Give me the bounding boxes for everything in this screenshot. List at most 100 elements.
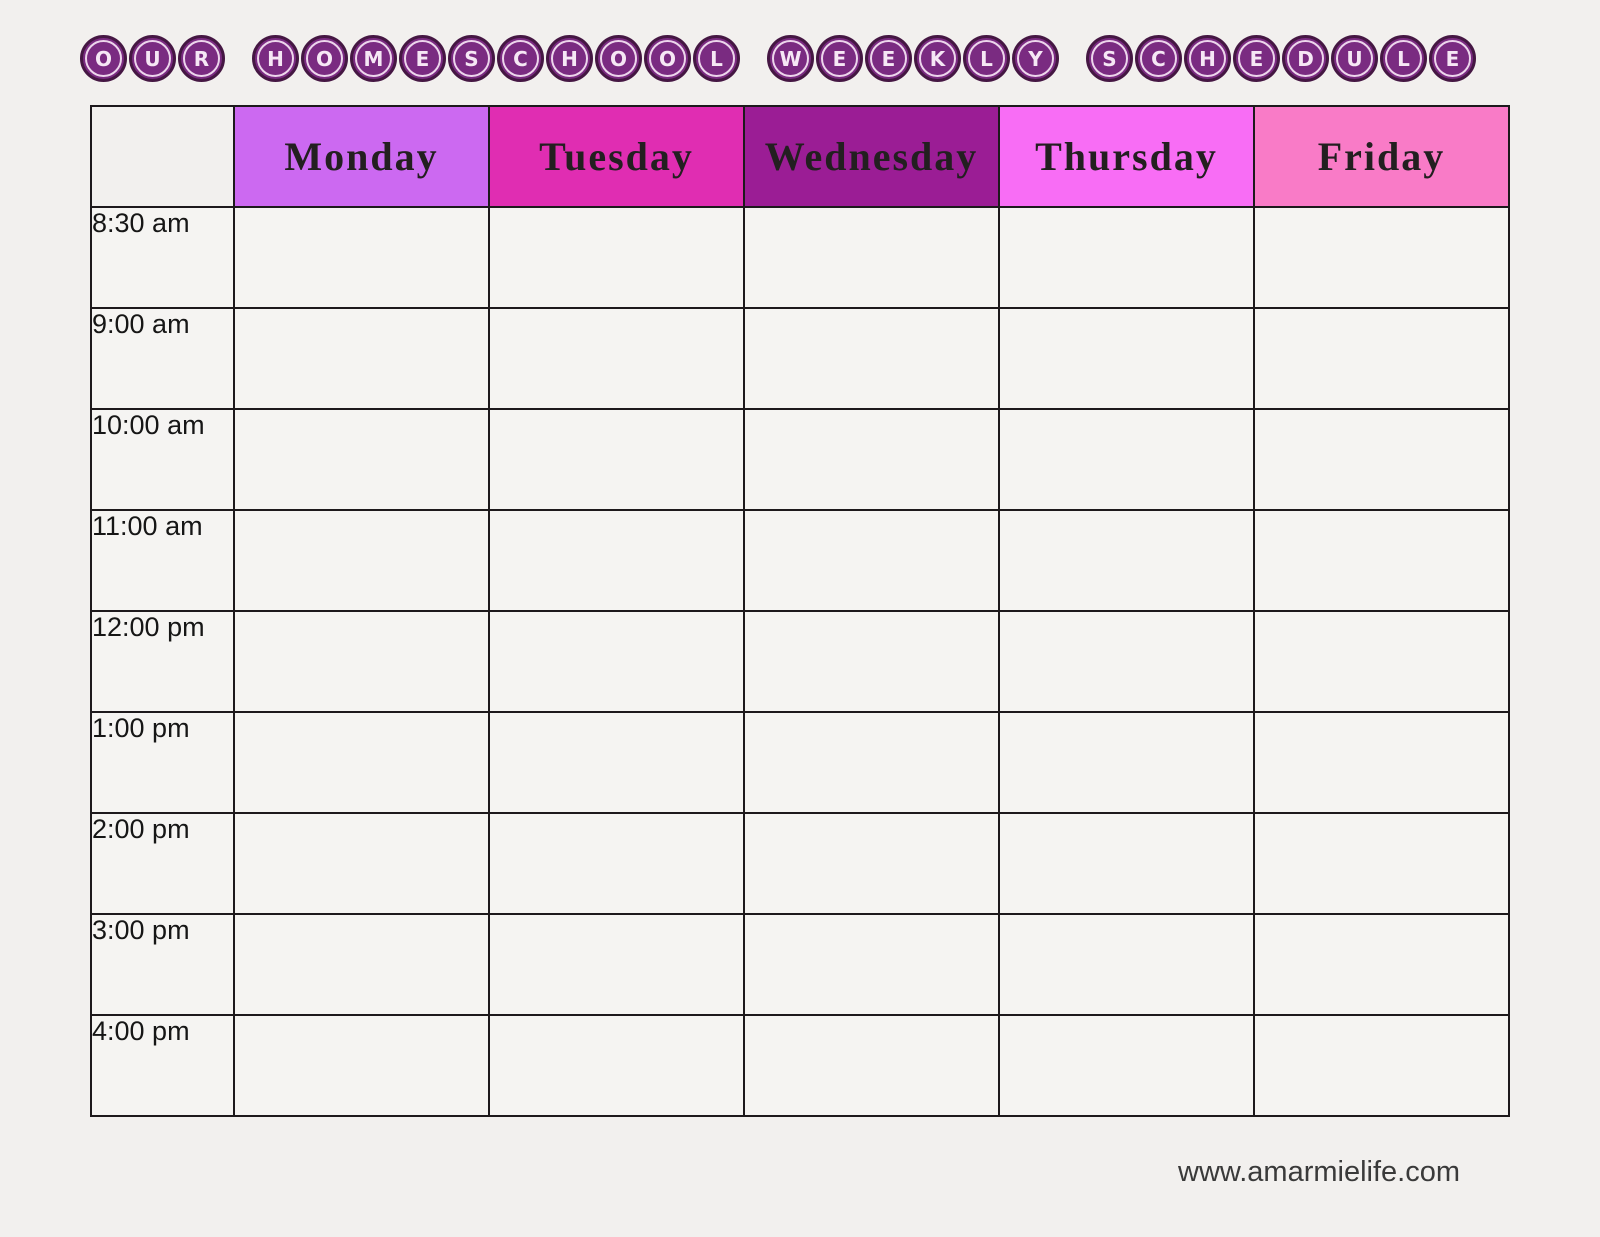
schedule-cell <box>998 812 1255 915</box>
schedule-cell <box>743 711 1000 814</box>
schedule-cell <box>488 307 745 410</box>
letter-glyph: H <box>1199 46 1216 71</box>
day-header-friday: Friday <box>1253 105 1510 208</box>
letter-glyph: C <box>513 46 528 71</box>
table-row: 1:00 pm <box>90 711 1510 814</box>
letter-badge: H <box>546 35 593 82</box>
schedule-cell <box>998 711 1255 814</box>
letter-badge: S <box>448 35 495 82</box>
letter-glyph: L <box>710 46 723 71</box>
table-row: 9:00 am <box>90 307 1510 410</box>
letter-badge: O <box>80 35 127 82</box>
day-header-row: Monday Tuesday Wednesday Thursday Friday <box>90 105 1510 208</box>
schedule-cell <box>488 408 745 511</box>
letter-badge: U <box>129 35 176 82</box>
schedule-cell <box>998 307 1255 410</box>
schedule-cell <box>743 1014 1000 1117</box>
table-row: 2:00 pm <box>90 812 1510 915</box>
letter-glyph: O <box>315 46 333 71</box>
letter-badge: U <box>1331 35 1378 82</box>
letter-glyph: W <box>779 46 802 71</box>
letter-glyph: K <box>929 46 946 71</box>
time-label: 1:00 pm <box>90 711 235 814</box>
table-row: 8:30 am <box>90 206 1510 309</box>
time-label: 9:00 am <box>90 307 235 410</box>
table-row: 10:00 am <box>90 408 1510 511</box>
letter-badge: W <box>767 35 814 82</box>
schedule-cell <box>488 812 745 915</box>
letter-glyph: O <box>609 46 627 71</box>
letter-glyph: O <box>658 46 676 71</box>
schedule-cell <box>743 812 1000 915</box>
time-label: 4:00 pm <box>90 1014 235 1117</box>
schedule-cell <box>233 1014 490 1117</box>
schedule-cell <box>488 206 745 309</box>
schedule-cell <box>743 610 1000 713</box>
schedule-cell <box>1253 408 1510 511</box>
day-header-wednesday: Wednesday <box>743 105 1000 208</box>
schedule-cell <box>488 610 745 713</box>
letter-glyph: E <box>832 46 847 71</box>
letter-glyph: Y <box>1028 46 1043 71</box>
letter-glyph: R <box>193 46 210 71</box>
letter-glyph: L <box>980 46 993 71</box>
corner-cell <box>90 105 235 208</box>
website-url: www.amarmielife.com <box>1178 1156 1460 1188</box>
letter-glyph: U <box>1346 46 1363 71</box>
table-row: 11:00 am <box>90 509 1510 612</box>
schedule-cell <box>488 711 745 814</box>
schedule-cell <box>743 408 1000 511</box>
schedule-cell <box>743 307 1000 410</box>
schedule-cell <box>998 206 1255 309</box>
table-row: 12:00 pm <box>90 610 1510 713</box>
letter-badge: O <box>644 35 691 82</box>
schedule-cell <box>1253 711 1510 814</box>
letter-badge: M <box>350 35 397 82</box>
schedule-cell <box>488 913 745 1016</box>
schedule-cell <box>1253 1014 1510 1117</box>
letter-glyph: E <box>881 46 896 71</box>
day-header-thursday: Thursday <box>998 105 1255 208</box>
letter-glyph: L <box>1397 46 1410 71</box>
schedule-cell <box>743 913 1000 1016</box>
letter-glyph: E <box>415 46 430 71</box>
letter-badge: E <box>1429 35 1476 82</box>
day-header-monday: Monday <box>233 105 490 208</box>
letter-glyph: O <box>94 46 112 71</box>
time-label: 10:00 am <box>90 408 235 511</box>
schedule-cell <box>233 610 490 713</box>
schedule-cell <box>1253 913 1510 1016</box>
schedule-table: Monday Tuesday Wednesday Thursday Friday… <box>90 105 1510 1117</box>
letter-badge: E <box>1233 35 1280 82</box>
schedule-cell <box>743 206 1000 309</box>
schedule-cell <box>998 408 1255 511</box>
letter-badge: S <box>1086 35 1133 82</box>
schedule-cell <box>998 610 1255 713</box>
schedule-cell <box>233 307 490 410</box>
letter-glyph: E <box>1249 46 1264 71</box>
letter-badge: E <box>399 35 446 82</box>
schedule-cell <box>233 812 490 915</box>
letter-glyph: E <box>1445 46 1460 71</box>
time-label: 3:00 pm <box>90 913 235 1016</box>
letter-badge: C <box>497 35 544 82</box>
letter-glyph: D <box>1297 46 1314 71</box>
table-row: 4:00 pm <box>90 1014 1510 1117</box>
schedule-cell <box>1253 610 1510 713</box>
time-label: 11:00 am <box>90 509 235 612</box>
letter-badge: L <box>693 35 740 82</box>
letter-badge: H <box>1184 35 1231 82</box>
letter-badge: C <box>1135 35 1182 82</box>
letter-glyph: C <box>1151 46 1166 71</box>
letter-badge: O <box>595 35 642 82</box>
time-label: 12:00 pm <box>90 610 235 713</box>
schedule-cell <box>998 509 1255 612</box>
time-label: 2:00 pm <box>90 812 235 915</box>
schedule-cell <box>488 1014 745 1117</box>
schedule-cell <box>1253 206 1510 309</box>
letter-glyph: M <box>363 46 384 71</box>
